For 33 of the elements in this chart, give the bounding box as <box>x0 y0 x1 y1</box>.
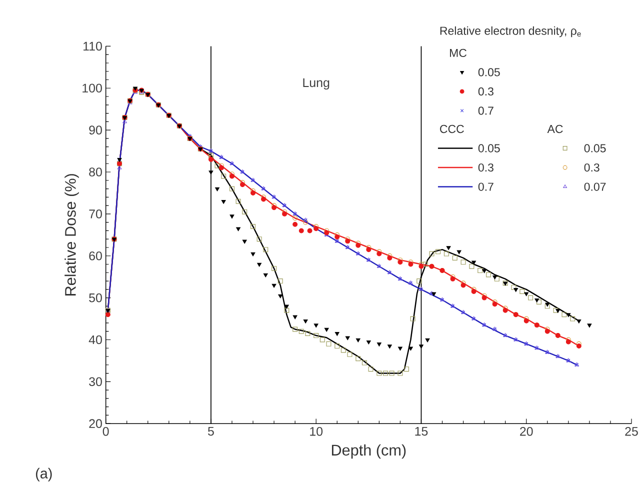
x-tick-label: 25 <box>625 426 638 436</box>
legend-label: 0.3 <box>478 87 494 96</box>
y-axis-title: Relative Dose (%) <box>64 174 79 296</box>
y-tick-label: 40 <box>88 335 102 344</box>
x-tick-label: 0 <box>102 426 109 436</box>
legend-title: Relative electron desnity, ρ$_{e}$ <box>440 26 581 38</box>
legend-label: 0.07 <box>584 182 606 191</box>
annotation: CCC <box>440 124 464 134</box>
x-axis-title: Depth (cm) <box>332 444 406 459</box>
legend-label: 0.05 <box>478 144 500 152</box>
annotation: Lung <box>303 78 330 90</box>
legend-label: 0.3 <box>584 163 600 172</box>
x-tick-label: 20 <box>520 426 533 436</box>
annotation: AC <box>547 124 563 134</box>
legend-label: 0.05 <box>584 144 606 152</box>
y-tick-label: 30 <box>89 377 102 386</box>
y-tick-label: 110 <box>84 42 102 51</box>
y-tick-label: 50 <box>89 293 102 302</box>
text: (a) <box>36 468 52 482</box>
x-tick-label: 15 <box>415 426 428 436</box>
legend-label: 0.7 <box>478 182 494 191</box>
y-tick-label: 100 <box>82 84 102 93</box>
legend-label: 0.3 <box>478 163 494 172</box>
x-tick-label: 10 <box>310 426 323 436</box>
legend-label: 0.7 <box>478 106 494 115</box>
y-tick-label: 80 <box>89 168 102 176</box>
y-tick-label: 60 <box>89 251 102 260</box>
y-tick-label: 90 <box>89 126 102 134</box>
annotation: MC <box>450 48 467 57</box>
y-tick-label: 70 <box>89 210 102 218</box>
legend-label: 0.05 <box>478 68 500 76</box>
y-tick-label: 20 <box>89 419 102 428</box>
x-tick-label: 5 <box>208 426 214 436</box>
